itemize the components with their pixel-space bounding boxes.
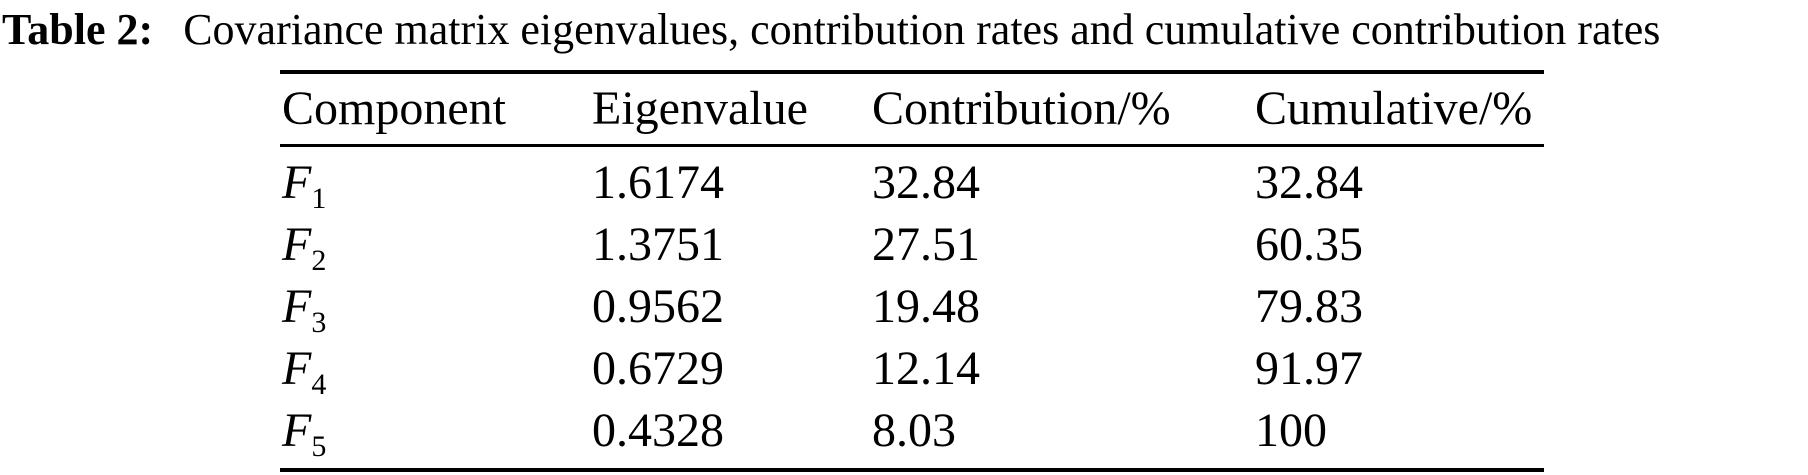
component-subscript: 5 — [311, 430, 327, 463]
table-row: F4 0.6729 12.14 91.97 — [280, 338, 1544, 400]
component-subscript: 2 — [311, 244, 327, 277]
component-symbol: F — [282, 342, 312, 395]
cell-component: F4 — [280, 342, 590, 400]
table-row: F3 0.9562 19.48 79.83 — [280, 276, 1544, 338]
table-row: F5 0.4328 8.03 100 — [280, 400, 1544, 462]
cell-eigenvalue: 1.6174 — [592, 156, 724, 209]
cell-eigenvalue: 0.9562 — [592, 280, 724, 333]
component-symbol: F — [282, 404, 312, 457]
component-subscript: 4 — [311, 368, 327, 401]
cell-component: F1 — [280, 156, 590, 214]
cell-contribution: 19.48 — [872, 280, 980, 333]
cell-cumulative: 79.83 — [1255, 280, 1363, 333]
column-header-contribution: Contribution/% — [872, 82, 1171, 135]
component-symbol: F — [282, 218, 312, 271]
caption-label: Table 2: — [2, 5, 154, 54]
component-symbol: F — [282, 156, 312, 209]
component-subscript: 1 — [311, 182, 327, 215]
table-header-row: Component Eigenvalue Contribution/% Cumu… — [280, 74, 1544, 147]
cell-cumulative: 91.97 — [1255, 342, 1363, 395]
cell-cumulative: 32.84 — [1255, 156, 1363, 209]
cell-eigenvalue: 0.6729 — [592, 342, 724, 395]
covariance-eigenvalues-table: Component Eigenvalue Contribution/% Cumu… — [280, 70, 1544, 472]
component-symbol: F — [282, 280, 312, 333]
column-header-component: Component — [282, 82, 506, 135]
cell-cumulative: 60.35 — [1255, 218, 1363, 271]
component-subscript: 3 — [311, 306, 327, 339]
cell-component: F5 — [280, 404, 590, 462]
table-body: F1 1.6174 32.84 32.84 F2 1.3751 27.51 60… — [280, 147, 1544, 468]
cell-eigenvalue: 0.4328 — [592, 404, 724, 457]
table-row: F2 1.3751 27.51 60.35 — [280, 214, 1544, 276]
cell-component: F3 — [280, 280, 590, 338]
cell-contribution: 32.84 — [872, 156, 980, 209]
cell-component: F2 — [280, 218, 590, 276]
cell-contribution: 27.51 — [872, 218, 980, 271]
cell-eigenvalue: 1.3751 — [592, 218, 724, 271]
column-header-cumulative: Cumulative/% — [1255, 82, 1533, 135]
cell-contribution: 12.14 — [872, 342, 980, 395]
caption-text: Covariance matrix eigenvalues, contribut… — [183, 5, 1661, 54]
table-caption: Table 2: Covariance matrix eigenvalues, c… — [2, 2, 1808, 58]
table-row: F1 1.6174 32.84 32.84 — [280, 152, 1544, 214]
cell-cumulative: 100 — [1255, 404, 1327, 457]
column-header-eigenvalue: Eigenvalue — [592, 82, 808, 135]
cell-contribution: 8.03 — [872, 404, 956, 457]
